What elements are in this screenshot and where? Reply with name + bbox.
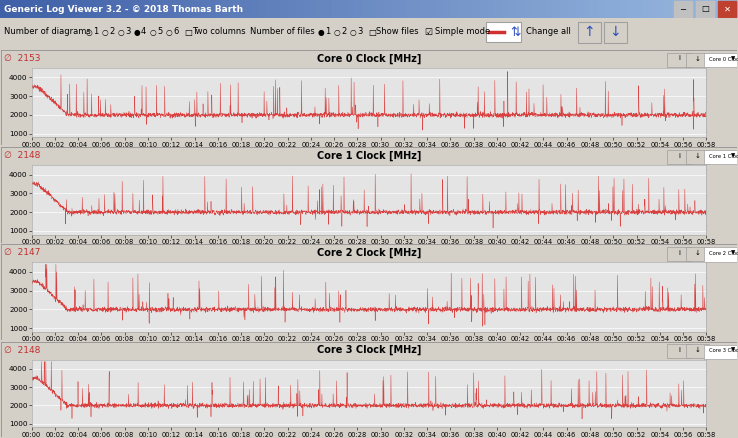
Text: ↓: ↓: [694, 56, 700, 61]
FancyBboxPatch shape: [704, 53, 738, 67]
Text: Core 1 Clock [MHz]: Core 1 Clock [MHz]: [317, 151, 421, 161]
Text: Core 0 Clock [MHz]: Core 0 Clock [MHz]: [317, 53, 421, 64]
Text: 2: 2: [341, 28, 346, 36]
Text: ▼: ▼: [731, 153, 735, 158]
FancyBboxPatch shape: [704, 345, 738, 359]
Text: □: □: [184, 28, 192, 36]
FancyBboxPatch shape: [667, 53, 691, 67]
Text: ↓: ↓: [694, 153, 700, 159]
Text: 4: 4: [141, 28, 146, 36]
Text: Number of diagrams: Number of diagrams: [4, 28, 91, 36]
Text: Two columns: Two columns: [192, 28, 246, 36]
Text: □: □: [701, 4, 709, 14]
Text: ○: ○: [118, 28, 125, 36]
Text: ○: ○: [102, 28, 108, 36]
Text: Core 3 Clock [MHz]: Core 3 Clock [MHz]: [709, 348, 738, 353]
Text: Change all: Change all: [526, 28, 571, 36]
Bar: [718, 1, 736, 17]
Text: Core 1 Clock [MHz]: Core 1 Clock [MHz]: [709, 153, 738, 158]
Text: Show files: Show files: [376, 28, 418, 36]
Text: ↓: ↓: [694, 250, 700, 256]
Text: ☑: ☑: [424, 28, 432, 36]
Text: ●: ●: [134, 28, 141, 36]
Text: ∅  2153: ∅ 2153: [4, 54, 41, 63]
Bar: [674, 1, 692, 17]
FancyBboxPatch shape: [578, 21, 601, 42]
Text: ↓: ↓: [609, 25, 621, 39]
Text: 6: 6: [173, 28, 179, 36]
Text: ∅  2147: ∅ 2147: [4, 248, 41, 258]
Text: ↓: ↓: [694, 347, 700, 353]
FancyBboxPatch shape: [604, 21, 627, 42]
Text: 1: 1: [93, 28, 98, 36]
FancyBboxPatch shape: [686, 150, 709, 164]
Text: ⇅: ⇅: [510, 25, 520, 39]
Text: ●: ●: [318, 28, 325, 36]
Text: Number of files: Number of files: [250, 28, 314, 36]
FancyBboxPatch shape: [667, 344, 691, 358]
FancyBboxPatch shape: [667, 150, 691, 164]
FancyBboxPatch shape: [704, 150, 738, 164]
FancyBboxPatch shape: [686, 247, 709, 261]
FancyBboxPatch shape: [486, 21, 520, 42]
Text: ○: ○: [166, 28, 173, 36]
Text: 3: 3: [357, 28, 362, 36]
Text: i: i: [678, 153, 680, 159]
Text: □: □: [368, 28, 376, 36]
Text: ○: ○: [86, 28, 93, 36]
Text: ↑: ↑: [583, 25, 595, 39]
Text: Core 2 Clock [MHz]: Core 2 Clock [MHz]: [317, 248, 421, 258]
FancyBboxPatch shape: [686, 344, 709, 358]
FancyBboxPatch shape: [686, 53, 709, 67]
Text: i: i: [678, 56, 680, 61]
Text: ○: ○: [350, 28, 356, 36]
Text: ▼: ▼: [731, 56, 735, 61]
Text: ─: ─: [680, 4, 686, 14]
Text: 5: 5: [157, 28, 162, 36]
Text: 3: 3: [125, 28, 131, 36]
Text: ▼: ▼: [731, 348, 735, 353]
Text: Generic Log Viewer 3.2 - © 2018 Thomas Barth: Generic Log Viewer 3.2 - © 2018 Thomas B…: [4, 4, 243, 14]
Text: ○: ○: [150, 28, 156, 36]
Text: Simple mode: Simple mode: [435, 28, 490, 36]
FancyBboxPatch shape: [704, 247, 738, 261]
Text: i: i: [678, 250, 680, 256]
Text: Core 2 Clock [MHz]: Core 2 Clock [MHz]: [709, 251, 738, 255]
Text: ✕: ✕: [723, 4, 731, 14]
Text: i: i: [678, 347, 680, 353]
Text: ▼: ▼: [731, 251, 735, 255]
Text: ∅  2148: ∅ 2148: [4, 346, 41, 355]
Text: ○: ○: [334, 28, 341, 36]
Text: ∅  2148: ∅ 2148: [4, 151, 41, 160]
Text: 1: 1: [325, 28, 330, 36]
Text: Core 3 Clock [MHz]: Core 3 Clock [MHz]: [317, 345, 421, 355]
Text: Core 0 Clock [MHz]: Core 0 Clock [MHz]: [709, 56, 738, 61]
Text: 2: 2: [109, 28, 114, 36]
FancyBboxPatch shape: [667, 247, 691, 261]
Bar: [696, 1, 714, 17]
